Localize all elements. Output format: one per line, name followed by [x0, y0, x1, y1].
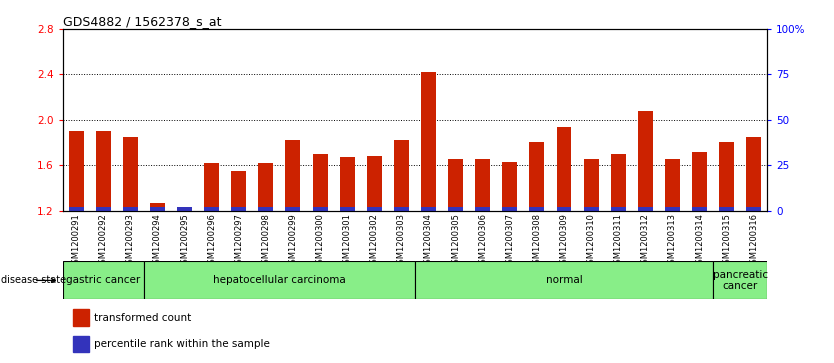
- Bar: [143, 261, 415, 299]
- Bar: [502, 162, 517, 211]
- Bar: [475, 207, 490, 211]
- Bar: [638, 111, 653, 211]
- Bar: [610, 154, 626, 211]
- Text: percentile rank within the sample: percentile rank within the sample: [94, 339, 270, 349]
- Text: GSM1200313: GSM1200313: [668, 213, 677, 269]
- Bar: [394, 140, 409, 211]
- Bar: [204, 163, 219, 211]
- Bar: [665, 159, 680, 211]
- Text: hepatocellular carcinoma: hepatocellular carcinoma: [213, 276, 346, 285]
- Bar: [339, 157, 354, 211]
- Bar: [746, 137, 761, 211]
- Text: GSM1200296: GSM1200296: [207, 213, 216, 269]
- Bar: [63, 261, 143, 299]
- Bar: [475, 159, 490, 211]
- Bar: [231, 207, 246, 211]
- Bar: [638, 207, 653, 211]
- Text: GSM1200304: GSM1200304: [424, 213, 433, 269]
- Text: GSM1200291: GSM1200291: [72, 213, 81, 269]
- Bar: [692, 152, 707, 211]
- Bar: [584, 207, 599, 211]
- Text: GSM1200301: GSM1200301: [343, 213, 352, 269]
- Text: GSM1200293: GSM1200293: [126, 213, 135, 269]
- Bar: [285, 140, 300, 211]
- Bar: [713, 261, 767, 299]
- Text: GSM1200302: GSM1200302: [369, 213, 379, 269]
- Text: GSM1200297: GSM1200297: [234, 213, 244, 269]
- Bar: [285, 207, 300, 211]
- Text: GSM1200307: GSM1200307: [505, 213, 515, 269]
- Bar: [313, 154, 328, 211]
- Text: GSM1200306: GSM1200306: [478, 213, 487, 269]
- Bar: [448, 159, 463, 211]
- Bar: [68, 207, 83, 211]
- Bar: [530, 207, 545, 211]
- Bar: [530, 142, 545, 211]
- Bar: [448, 207, 463, 211]
- Bar: [150, 203, 165, 211]
- Text: GSM1200310: GSM1200310: [586, 213, 595, 269]
- Text: GSM1200311: GSM1200311: [614, 213, 623, 269]
- Text: GSM1200295: GSM1200295: [180, 213, 189, 269]
- Bar: [73, 336, 88, 352]
- Text: GSM1200294: GSM1200294: [153, 213, 162, 269]
- Text: GDS4882 / 1562378_s_at: GDS4882 / 1562378_s_at: [63, 15, 221, 28]
- Bar: [73, 309, 88, 326]
- Bar: [150, 207, 165, 211]
- Bar: [313, 207, 328, 211]
- Text: transformed count: transformed count: [94, 313, 192, 323]
- Bar: [665, 207, 680, 211]
- Text: GSM1200314: GSM1200314: [695, 213, 704, 269]
- Bar: [177, 208, 192, 211]
- Text: GSM1200309: GSM1200309: [560, 213, 569, 269]
- Bar: [96, 131, 111, 211]
- Text: GSM1200292: GSM1200292: [98, 213, 108, 269]
- Text: GSM1200303: GSM1200303: [397, 213, 406, 269]
- Bar: [231, 171, 246, 211]
- Text: pancreatic
cancer: pancreatic cancer: [712, 270, 768, 291]
- Text: disease state: disease state: [1, 276, 67, 285]
- Bar: [68, 131, 83, 211]
- Bar: [123, 207, 138, 211]
- Bar: [415, 261, 713, 299]
- Bar: [259, 207, 274, 211]
- Bar: [584, 159, 599, 211]
- Bar: [502, 207, 517, 211]
- Text: GSM1200315: GSM1200315: [722, 213, 731, 269]
- Text: GSM1200308: GSM1200308: [532, 213, 541, 269]
- Bar: [367, 156, 382, 211]
- Text: normal: normal: [545, 276, 582, 285]
- Text: gastric cancer: gastric cancer: [66, 276, 140, 285]
- Text: GSM1200305: GSM1200305: [451, 213, 460, 269]
- Bar: [746, 207, 761, 211]
- Bar: [421, 207, 436, 211]
- Bar: [394, 207, 409, 211]
- Text: GSM1200298: GSM1200298: [261, 213, 270, 269]
- Text: GSM1200299: GSM1200299: [289, 213, 298, 269]
- Bar: [556, 127, 571, 211]
- Bar: [204, 207, 219, 211]
- Text: GSM1200300: GSM1200300: [315, 213, 324, 269]
- Bar: [556, 207, 571, 211]
- Text: GSM1200312: GSM1200312: [641, 213, 650, 269]
- Bar: [367, 207, 382, 211]
- Bar: [610, 207, 626, 211]
- Bar: [692, 207, 707, 211]
- Bar: [719, 142, 734, 211]
- Bar: [123, 137, 138, 211]
- Bar: [259, 163, 274, 211]
- Bar: [96, 207, 111, 211]
- Text: GSM1200316: GSM1200316: [749, 213, 758, 269]
- Bar: [719, 207, 734, 211]
- Bar: [177, 207, 192, 211]
- Bar: [339, 207, 354, 211]
- Bar: [421, 72, 436, 211]
